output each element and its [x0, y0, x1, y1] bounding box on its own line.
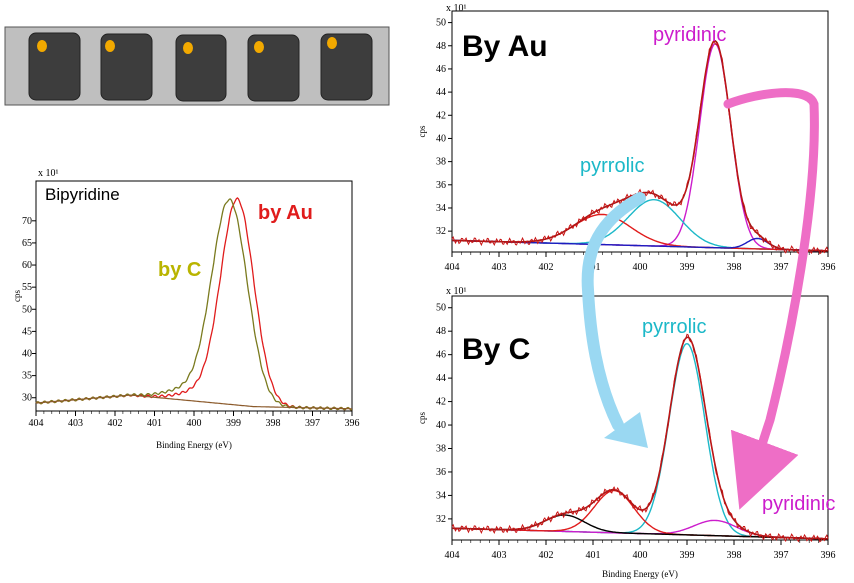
x-tick-label: 401 [147, 418, 162, 429]
y-tick-label: 36 [436, 467, 446, 478]
annotation-pyrrolic: pyrrolic [580, 155, 644, 177]
x-tick-label: 397 [774, 262, 789, 273]
annotation-pyrrolic: pyrrolic [642, 316, 706, 338]
y-tick-label: 35 [22, 371, 32, 382]
x-tick-label: 404 [445, 262, 460, 273]
y-tick-label: 70 [22, 216, 32, 227]
y-tick-label: 30 [22, 393, 32, 404]
x-tick-label: 398 [727, 550, 742, 561]
y-axis-label: cps [417, 412, 427, 424]
x-tick-label: 401 [586, 550, 601, 561]
y-tick-label: 55 [22, 282, 32, 293]
series-raw-data [451, 39, 829, 255]
x-tick-label: 396 [345, 418, 360, 429]
y-tick-label: 50 [436, 303, 446, 314]
x-tick-label: 404 [29, 418, 44, 429]
blue-arrowhead [604, 412, 648, 448]
y-tick-label: 40 [22, 349, 32, 360]
y-tick-label: 32 [436, 226, 446, 237]
x-axis-label: Binding Energy (eV) [156, 440, 232, 450]
device-pad [320, 33, 373, 101]
x-tick-label: 404 [445, 550, 460, 561]
x-tick-label: 400 [187, 418, 202, 429]
y-multiplier: x 10¹ [38, 168, 59, 179]
y-tick-label: 50 [22, 304, 32, 315]
y-tick-label: 50 [436, 18, 446, 29]
device-pad [28, 32, 81, 101]
series-label-by-au: by Au [258, 202, 313, 224]
y-tick-label: 45 [22, 326, 32, 337]
y-multiplier: x 10¹ [446, 3, 467, 14]
device-schematic [4, 26, 390, 106]
y-multiplier: x 10¹ [446, 286, 467, 297]
device-pad [100, 33, 153, 101]
x-tick-label: 403 [492, 262, 507, 273]
y-tick-label: 38 [436, 444, 446, 455]
y-tick-label: 42 [436, 110, 446, 121]
x-tick-label: 402 [108, 418, 123, 429]
y-axis-label: cps [417, 125, 427, 137]
y-tick-label: 48 [436, 41, 446, 52]
chart-bipyridine: 404 403 402 401 400 399 398 397 396 30 35 40 45 50 55 6… [12, 168, 360, 450]
x-tick-label: 397 [774, 550, 789, 561]
y-tick-label: 60 [22, 260, 32, 271]
chart-by-au: 404 403 402 401 400 399 398 397 3963234363840424… [417, 3, 836, 273]
annotation-pyridinic: pyridinic [762, 493, 835, 515]
x-tick-label: 403 [492, 550, 507, 561]
y-tick-label: 44 [436, 373, 446, 384]
chart-title: By C [462, 333, 530, 366]
x-tick-label: 399 [226, 418, 241, 429]
y-tick-label: 42 [436, 397, 446, 408]
annotation-pyridinic: pyridinic [653, 24, 726, 46]
y-tick-label: 40 [436, 420, 446, 431]
x-tick-label: 403 [68, 418, 83, 429]
y-tick-label: 38 [436, 157, 446, 168]
y-tick-label: 34 [436, 490, 446, 501]
x-tick-label: 399 [680, 550, 695, 561]
y-tick-label: 46 [436, 64, 446, 75]
x-tick-label: 400 [633, 262, 648, 273]
x-tick-label: 402 [539, 262, 554, 273]
y-tick-label: 46 [436, 350, 446, 361]
y-tick-label: 32 [436, 514, 446, 525]
pink-arrow [723, 88, 819, 510]
y-axis-label: cps [12, 290, 22, 302]
y-tick-label: 65 [22, 238, 32, 249]
series-line-by-c [35, 198, 353, 411]
blue-arrow [581, 192, 646, 431]
device-pad [247, 34, 300, 102]
chart-title: Bipyridine [45, 185, 120, 204]
x-tick-label: 400 [633, 550, 648, 561]
y-tick-label: 36 [436, 180, 446, 191]
x-tick-label: 396 [821, 262, 836, 273]
y-tick-label: 44 [436, 87, 446, 98]
x-tick-label: 397 [305, 418, 320, 429]
chart-title: By Au [462, 30, 548, 63]
x-tick-label: 396 [821, 550, 836, 561]
y-tick-label: 48 [436, 326, 446, 337]
x-axis-label: Binding Energy (eV) [602, 569, 678, 579]
x-tick-label: 402 [539, 550, 554, 561]
plot-frame [35, 180, 353, 412]
y-tick-label: 40 [436, 133, 446, 144]
y-tick-label: 34 [436, 203, 446, 214]
series-baseline [36, 394, 352, 410]
x-tick-label: 398 [266, 418, 281, 429]
device-pad [175, 34, 227, 102]
series-label-by-c: by C [158, 259, 201, 281]
plot-frame [451, 10, 829, 253]
series-raw-data [451, 333, 829, 543]
x-tick-label: 399 [680, 262, 695, 273]
x-tick-label: 398 [727, 262, 742, 273]
